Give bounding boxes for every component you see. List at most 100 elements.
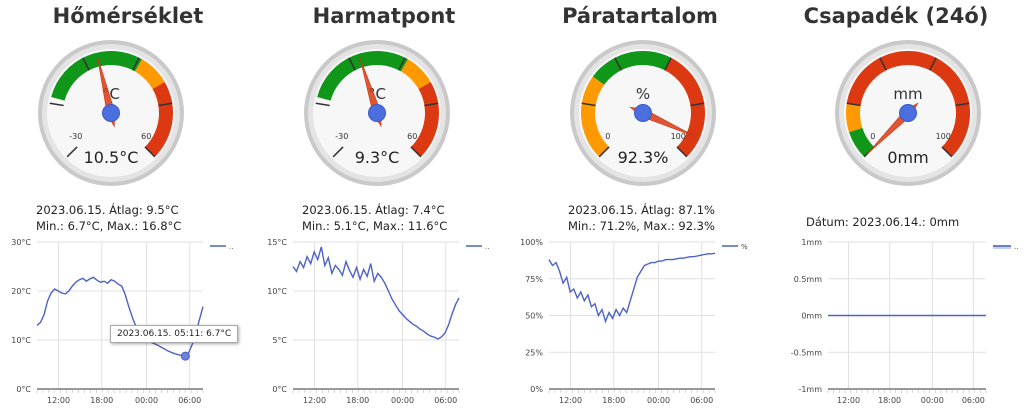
chart-y-tick-label: 20°C	[11, 287, 31, 296]
gauge-major-tick	[929, 57, 937, 71]
gauge-major-tick	[332, 146, 344, 158]
chart-y-tick-label: 0°C	[16, 385, 31, 394]
line-chart[interactable]: 0°C 10°C 20°C 30°C 12:00 18:00 00:00 06:00..	[0, 232, 240, 412]
chart-y-tick-label: 0.5mm	[794, 275, 823, 284]
gauge-major-tick	[82, 57, 90, 71]
gauge-hub	[899, 104, 917, 122]
gauge-major-tick	[581, 102, 596, 107]
stats-block: 2023.06.15. Átlag: 7.4°C Min.: 5.1°C, Ma…	[302, 202, 447, 234]
chart-y-tick-label: -0.5mm	[791, 348, 822, 357]
chart-y-tick-label: 50%	[525, 312, 543, 321]
gauge-major-tick	[424, 102, 439, 107]
gauge-major-tick	[398, 57, 406, 71]
gauge: °C-30 609.3°C	[304, 40, 450, 186]
gauge-major-tick	[614, 57, 622, 71]
panel-paratartalom: Páratartalom % 0 100 92.3% 2023.06.15. Átla…	[512, 0, 768, 418]
panel-homerseklet: Hőmérséklet °C -30 60 10.5°C 2023.06.15. Át…	[0, 0, 256, 418]
stats-line-1: 2023.06.15. Átlag: 7.4°C	[302, 203, 445, 217]
panel-title: Hőmérséklet	[52, 4, 204, 28]
chart-y-tick-label: 0%	[530, 385, 543, 394]
chart-highlight-point	[180, 351, 190, 361]
gauge-band	[581, 76, 610, 157]
gauge-band	[592, 51, 672, 85]
chart-y-tick-label: -1mm	[798, 385, 822, 394]
gauge-unit: %	[636, 85, 650, 103]
gauge-value-label: 92.3%	[618, 148, 669, 167]
gauge-band	[144, 82, 174, 157]
gauge-band	[317, 50, 408, 101]
gauge-hub	[368, 104, 386, 122]
gauge-band	[401, 59, 431, 89]
stats-line-1: 2023.06.15. Átlag: 87.1%	[568, 203, 715, 217]
chart-x-tick-label: 00:00	[391, 396, 414, 405]
gauge-major-tick	[676, 146, 688, 158]
gauge-band	[664, 57, 705, 157]
gauge-max-label: 100	[936, 132, 951, 141]
stats-block: Dátum: 2023.06.14.: 0mm	[806, 214, 959, 230]
gauge-major-tick	[410, 146, 422, 158]
gauge-band	[846, 103, 863, 133]
gauge: mm 0 100 0mm	[835, 40, 981, 186]
chart-x-tick-label: 12:00	[303, 396, 326, 405]
line-chart[interactable]: 0% 25% 50% 75% 100% 12:00 18:00 00:00 06:00%	[512, 232, 762, 412]
gauge-unit: mm	[893, 85, 922, 103]
gauge-major-tick	[598, 146, 610, 158]
chart-x-tick-label: 06:00	[690, 396, 713, 405]
chart-y-tick-label: 1mm	[801, 238, 822, 247]
gauge-value-label: 0mm	[887, 148, 928, 167]
gauge-min-label: 0	[605, 132, 610, 141]
chart-y-tick-label: 15°C	[267, 238, 287, 247]
chart-series-line	[292, 246, 460, 340]
gauge-band	[849, 127, 875, 157]
chart-y-tick-label: 25%	[525, 348, 543, 357]
chart-y-tick-label: 0°C	[272, 385, 287, 394]
gauge-value-label: 9.3°C	[355, 148, 400, 167]
line-chart[interactable]: -1mm -0.5mm 0mm 0.5mm 1mm 12:00 18:00 00:00 06:0…	[768, 232, 1018, 412]
gauge-major-tick	[941, 146, 953, 158]
chart-series-line	[36, 276, 204, 357]
gauge-min-label: -30	[335, 132, 348, 141]
gauge-major-tick	[348, 57, 356, 71]
panel-harmatpont: Harmatpont °C -30 60 9.3°C 2023.06.15. Átla…	[256, 0, 512, 418]
chart-x-tick-label: 12:00	[837, 396, 860, 405]
gauge-major-tick	[955, 102, 970, 107]
chart-x-tick-label: 18:00	[602, 396, 625, 405]
gauge-major-tick	[315, 102, 330, 107]
chart-legend-label: ..	[229, 243, 233, 251]
line-chart[interactable]: 0°C 5°C 10°C 15°C 12:00 18:00 00:00 06:00..	[256, 232, 496, 412]
chart-x-tick-label: 12:00	[47, 396, 70, 405]
chart-x-tick-label: 00:00	[647, 396, 670, 405]
chart-y-tick-label: 10°C	[11, 336, 31, 345]
chart-tooltip: 2023.06.15. 05:11: 6.7°C	[110, 325, 239, 343]
gauge-major-tick	[66, 146, 78, 158]
chart-legend-swatch	[993, 245, 1011, 249]
panel-title: Harmatpont	[312, 4, 456, 28]
chart-x-tick-label: 18:00	[90, 396, 113, 405]
gauge-major-tick	[690, 102, 705, 107]
gauge-value-label: 10.5°C	[84, 148, 139, 167]
stats-line-1: Dátum: 2023.06.14.: 0mm	[806, 215, 960, 229]
chart-x-tick-label: 06:00	[178, 396, 201, 405]
chart-y-tick-label: 100%	[520, 238, 543, 247]
chart-y-tick-label: 10°C	[267, 287, 287, 296]
gauge-major-tick	[664, 57, 672, 71]
chart-x-tick-label: 12:00	[559, 396, 582, 405]
gauge-min-label: -30	[69, 132, 82, 141]
chart-x-tick-label: 06:00	[434, 396, 457, 405]
chart-x-tick-label: 18:00	[878, 396, 901, 405]
stats-line-1: 2023.06.15. Átlag: 9.5°C	[36, 203, 179, 217]
chart-legend-label: ..	[485, 243, 489, 251]
stats-line-2: Min.: 6.7°C, Max.: 16.8°C	[36, 219, 182, 233]
chart-legend-label: %	[741, 243, 748, 251]
chart-series-line	[548, 252, 716, 324]
gauge-major-tick	[144, 146, 156, 158]
chart-y-tick-label: 75%	[525, 275, 543, 284]
gauge-band	[135, 59, 165, 89]
panel-title: Csapadék (24ó)	[803, 4, 989, 28]
gauge-major-tick	[158, 102, 173, 107]
chart-y-tick-label: 5°C	[272, 336, 287, 345]
panel-csapadek: Csapadék (24ó) mm 0 100 0mm Dátum: 2023.06.…	[768, 0, 1024, 418]
chart-x-tick-label: 00:00	[135, 396, 158, 405]
gauge-min-label: 0	[870, 132, 875, 141]
